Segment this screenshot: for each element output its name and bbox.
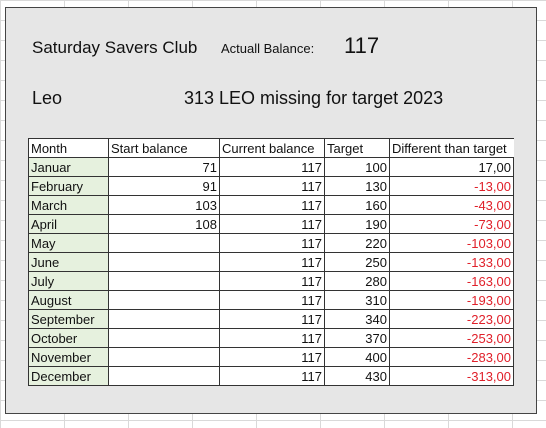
start-balance-cell[interactable] (108, 271, 220, 291)
missing-target-text[interactable]: 313 LEO missing for target 2023 (184, 88, 444, 108)
month-cell[interactable]: December (28, 366, 109, 386)
current-balance-cell[interactable]: 117 (219, 328, 325, 348)
start-balance-cell[interactable] (108, 290, 220, 310)
month-cell[interactable]: March (28, 195, 109, 215)
current-balance-cell[interactable]: 117 (219, 309, 325, 329)
target-cell[interactable]: 280 (324, 271, 390, 291)
month-cell[interactable]: September (28, 309, 109, 329)
difference-cell[interactable]: 17,00 (389, 157, 514, 177)
balance-value[interactable]: 117 (344, 33, 380, 58)
target-cell[interactable]: 100 (324, 157, 390, 177)
current-balance-cell[interactable]: 117 (219, 233, 325, 253)
difference-cell[interactable]: -13,00 (389, 176, 514, 196)
current-balance-cell[interactable]: 117 (219, 366, 325, 386)
table-row: March 103 117 160 -43,00 (28, 195, 514, 215)
savings-panel: Saturday Savers Club Actuall Balance: 11… (5, 7, 537, 414)
month-cell[interactable]: February (28, 176, 109, 196)
header-difference[interactable]: Different than target (389, 138, 514, 158)
difference-cell[interactable]: -163,00 (389, 271, 514, 291)
month-cell[interactable]: April (28, 214, 109, 234)
start-balance-cell[interactable]: 103 (108, 195, 220, 215)
savings-table: Month Start balance Current balance Targ… (28, 138, 514, 386)
table-row: October 117 370 -253,00 (28, 328, 514, 348)
difference-cell[interactable]: -133,00 (389, 252, 514, 272)
table-row: December 117 430 -313,00 (28, 366, 514, 386)
difference-cell[interactable]: -253,00 (389, 328, 514, 348)
current-balance-cell[interactable]: 117 (219, 176, 325, 196)
target-cell[interactable]: 310 (324, 290, 390, 310)
club-title: Saturday Savers Club (32, 38, 198, 57)
current-balance-cell[interactable]: 117 (219, 290, 325, 310)
table-row: June 117 250 -133,00 (28, 252, 514, 272)
start-balance-cell[interactable] (108, 328, 220, 348)
month-cell[interactable]: August (28, 290, 109, 310)
start-balance-cell[interactable] (108, 233, 220, 253)
table-header-row: Month Start balance Current balance Targ… (28, 138, 514, 158)
target-cell[interactable]: 370 (324, 328, 390, 348)
target-cell[interactable]: 190 (324, 214, 390, 234)
target-cell[interactable]: 220 (324, 233, 390, 253)
start-balance-cell[interactable] (108, 366, 220, 386)
difference-cell[interactable]: -43,00 (389, 195, 514, 215)
start-balance-cell[interactable] (108, 347, 220, 367)
start-balance-cell[interactable]: 108 (108, 214, 220, 234)
target-cell[interactable]: 160 (324, 195, 390, 215)
current-balance-cell[interactable]: 117 (219, 347, 325, 367)
start-balance-cell[interactable]: 91 (108, 176, 220, 196)
target-cell[interactable]: 340 (324, 309, 390, 329)
current-balance-cell[interactable]: 117 (219, 157, 325, 177)
target-cell[interactable]: 130 (324, 176, 390, 196)
table-row: February 91 117 130 -13,00 (28, 176, 514, 196)
current-balance-cell[interactable]: 117 (219, 252, 325, 272)
header-month[interactable]: Month (28, 138, 109, 158)
header-start-balance[interactable]: Start balance (108, 138, 220, 158)
header-target[interactable]: Target (324, 138, 390, 158)
person-name[interactable]: Leo (32, 88, 63, 108)
difference-cell[interactable]: -103,00 (389, 233, 514, 253)
month-cell[interactable]: June (28, 252, 109, 272)
current-balance-cell[interactable]: 117 (219, 195, 325, 215)
start-balance-cell[interactable] (108, 309, 220, 329)
current-balance-cell[interactable]: 117 (219, 214, 325, 234)
month-cell[interactable]: July (28, 271, 109, 291)
start-balance-cell[interactable] (108, 252, 220, 272)
month-cell[interactable]: October (28, 328, 109, 348)
current-balance-cell[interactable]: 117 (219, 271, 325, 291)
target-cell[interactable]: 430 (324, 366, 390, 386)
difference-cell[interactable]: -283,00 (389, 347, 514, 367)
table-row: May 117 220 -103,00 (28, 233, 514, 253)
difference-cell[interactable]: -223,00 (389, 309, 514, 329)
table-row: November 117 400 -283,00 (28, 347, 514, 367)
table-row: Januar 71 117 100 17,00 (28, 157, 514, 177)
target-cell[interactable]: 250 (324, 252, 390, 272)
month-cell[interactable]: Januar (28, 157, 109, 177)
start-balance-cell[interactable]: 71 (108, 157, 220, 177)
table-row: September 117 340 -223,00 (28, 309, 514, 329)
table-row: April 108 117 190 -73,00 (28, 214, 514, 234)
balance-label: Actuall Balance: (221, 41, 315, 56)
month-cell[interactable]: May (28, 233, 109, 253)
difference-cell[interactable]: -313,00 (389, 366, 514, 386)
target-cell[interactable]: 400 (324, 347, 390, 367)
table-row: August 117 310 -193,00 (28, 290, 514, 310)
difference-cell[interactable]: -193,00 (389, 290, 514, 310)
difference-cell[interactable]: -73,00 (389, 214, 514, 234)
month-cell[interactable]: November (28, 347, 109, 367)
table-row: July 117 280 -163,00 (28, 271, 514, 291)
header-current-balance[interactable]: Current balance (219, 138, 325, 158)
